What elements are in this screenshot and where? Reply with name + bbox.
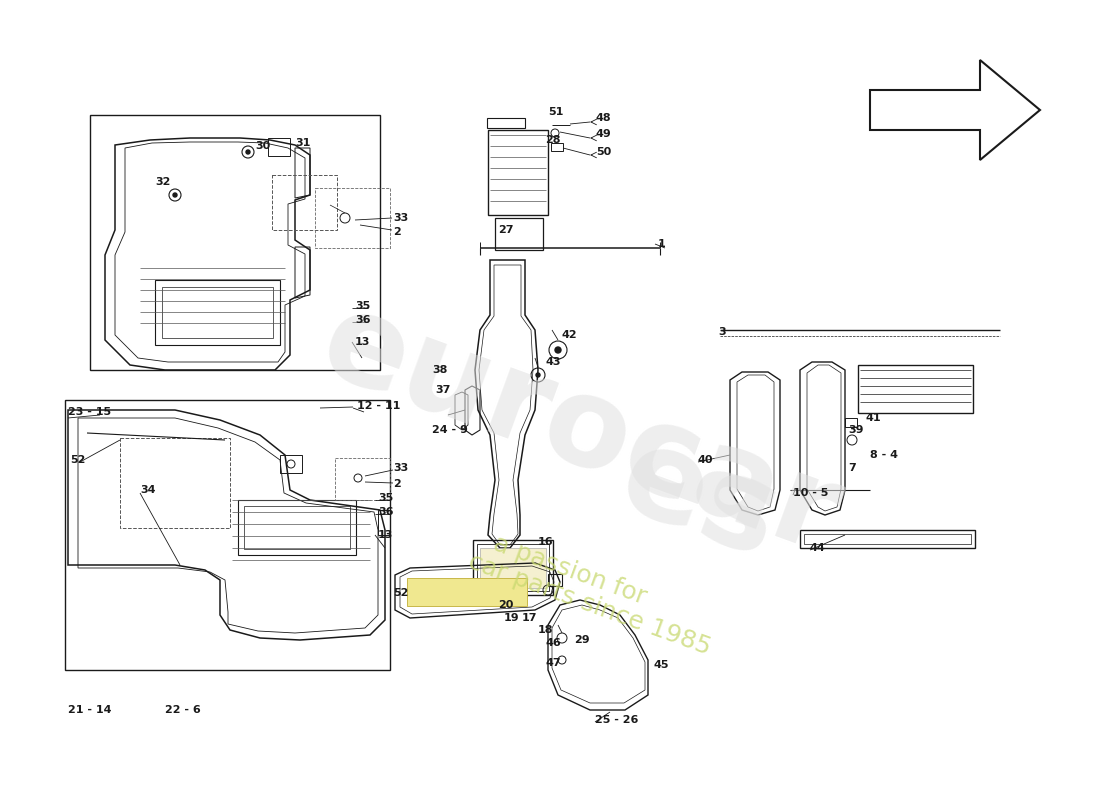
Circle shape [412, 585, 424, 595]
Text: 33: 33 [393, 213, 408, 223]
Text: 23 - 15: 23 - 15 [68, 407, 111, 417]
Text: 21 - 14: 21 - 14 [68, 705, 111, 715]
Text: 20: 20 [498, 600, 514, 610]
Text: 7: 7 [848, 463, 856, 473]
Text: 22 - 6: 22 - 6 [165, 705, 200, 715]
Text: 40: 40 [697, 455, 713, 465]
Text: 12 - 11: 12 - 11 [358, 401, 400, 411]
Text: 17: 17 [522, 613, 538, 623]
Text: 1: 1 [658, 239, 666, 249]
Text: 47: 47 [546, 658, 562, 668]
Bar [162, 287, 273, 338]
Bar [551, 143, 563, 151]
Text: 2: 2 [393, 227, 400, 237]
Text: 24 - 9: 24 - 9 [432, 425, 468, 435]
Bar [487, 118, 525, 128]
Text: 10 - 5: 10 - 5 [793, 488, 828, 498]
Circle shape [453, 585, 463, 595]
Text: 52: 52 [70, 455, 86, 465]
Bar [804, 534, 971, 544]
Text: es: es [605, 416, 795, 584]
Bar [495, 218, 543, 250]
Circle shape [173, 193, 177, 197]
Text: 8 - 4: 8 - 4 [870, 450, 898, 460]
Bar [272, 175, 337, 230]
Text: 13: 13 [355, 337, 371, 347]
Circle shape [513, 585, 522, 595]
Bar [548, 574, 562, 586]
Text: 19: 19 [504, 613, 519, 623]
Text: 31: 31 [295, 138, 310, 148]
Text: 50: 50 [596, 147, 612, 157]
Bar [65, 400, 390, 670]
Text: 25 - 26: 25 - 26 [595, 715, 638, 725]
Text: 49: 49 [596, 129, 612, 139]
Text: 38: 38 [432, 365, 448, 375]
Text: 44: 44 [810, 543, 826, 553]
Bar [488, 130, 548, 215]
Bar [473, 540, 553, 595]
Text: 42: 42 [562, 330, 578, 340]
Text: 41: 41 [865, 413, 881, 423]
Text: 43: 43 [544, 357, 561, 367]
Text: 18: 18 [538, 625, 553, 635]
Text: car parts since 1985: car parts since 1985 [465, 550, 715, 660]
Bar [315, 188, 390, 248]
Circle shape [493, 585, 503, 595]
Text: 52: 52 [393, 588, 408, 598]
Bar [90, 115, 379, 370]
Bar [268, 138, 290, 156]
Text: eurocar: eurocar [305, 281, 855, 579]
Text: a passion for: a passion for [491, 531, 650, 609]
Circle shape [536, 373, 540, 377]
Bar [407, 578, 527, 606]
Circle shape [246, 150, 250, 154]
Text: 27: 27 [498, 225, 514, 235]
Bar [480, 548, 546, 588]
Circle shape [556, 347, 561, 353]
Bar [800, 530, 975, 548]
Text: 35: 35 [355, 301, 371, 311]
Text: 32: 32 [155, 177, 170, 187]
Text: 46: 46 [546, 638, 562, 648]
Bar [858, 365, 974, 413]
Text: 13: 13 [378, 530, 394, 540]
Circle shape [433, 585, 443, 595]
Text: 36: 36 [378, 507, 394, 517]
Text: 29: 29 [574, 635, 590, 645]
Bar [155, 280, 280, 345]
Text: 34: 34 [140, 485, 155, 495]
Text: 39: 39 [848, 425, 864, 435]
Text: 3: 3 [718, 327, 726, 337]
Text: 36: 36 [355, 315, 371, 325]
Bar [336, 458, 390, 500]
Text: 30: 30 [255, 141, 271, 151]
Text: 48: 48 [596, 113, 612, 123]
Text: 33: 33 [393, 463, 408, 473]
Text: 37: 37 [434, 385, 450, 395]
Bar [120, 438, 230, 528]
Text: 2: 2 [393, 479, 400, 489]
Bar [238, 500, 356, 555]
Circle shape [473, 585, 483, 595]
Text: 51: 51 [548, 107, 563, 117]
Text: 28: 28 [544, 135, 561, 145]
Bar [845, 418, 857, 427]
Text: 45: 45 [654, 660, 670, 670]
Bar [244, 506, 350, 549]
Text: 35: 35 [378, 493, 394, 503]
Text: 16: 16 [538, 537, 553, 547]
Bar [477, 544, 549, 591]
Bar [280, 455, 302, 473]
